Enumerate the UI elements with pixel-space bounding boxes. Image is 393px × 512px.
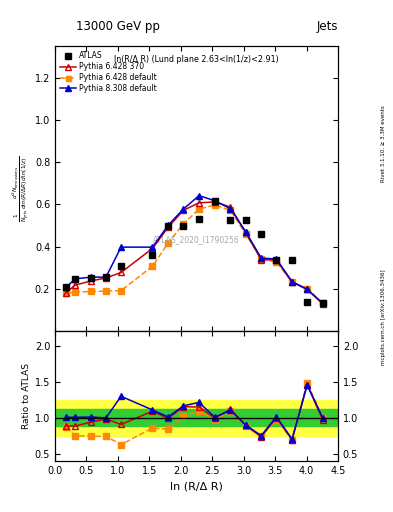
Pythia 6.428 default [196, 206, 201, 212]
Pythia 6.428 default [119, 288, 123, 294]
Pythia 6.428 370 [290, 279, 294, 285]
Pythia 6.428 370 [196, 200, 201, 206]
Pythia 6.428 default [212, 202, 217, 208]
Pythia 8.308 default [212, 198, 217, 204]
Pythia 6.428 default [88, 288, 93, 294]
Pythia 8.308 default [259, 255, 264, 261]
ATLAS [119, 263, 123, 269]
Y-axis label: $\frac{1}{N_{\rm jets}}\frac{d^2 N_{\rm emissions}}{d\ln(R/\Delta R)\,d\ln(1/z)}: $\frac{1}{N_{\rm jets}}\frac{d^2 N_{\rm … [10, 156, 31, 222]
Pythia 8.308 default [73, 276, 77, 282]
Pythia 6.428 370 [305, 286, 310, 292]
Legend: ATLAS, Pythia 6.428 370, Pythia 6.428 default, Pythia 8.308 default: ATLAS, Pythia 6.428 370, Pythia 6.428 de… [59, 50, 158, 95]
ATLAS [305, 300, 310, 306]
Pythia 6.428 370 [166, 224, 171, 230]
Pythia 6.428 default [259, 256, 264, 262]
Line: Pythia 6.428 default: Pythia 6.428 default [64, 202, 326, 306]
Pythia 8.308 default [181, 206, 185, 212]
Pythia 8.308 default [64, 284, 69, 290]
Pythia 6.428 370 [212, 199, 217, 205]
Pythia 6.428 370 [88, 278, 93, 284]
ATLAS [73, 276, 77, 282]
ATLAS [88, 274, 93, 281]
Pythia 8.308 default [166, 222, 171, 228]
Pythia 8.308 default [104, 274, 108, 280]
ATLAS [212, 198, 217, 204]
Text: 13000 GeV pp: 13000 GeV pp [76, 20, 160, 33]
Pythia 8.308 default [243, 228, 248, 234]
Pythia 8.308 default [150, 244, 155, 250]
Pythia 6.428 default [274, 259, 279, 265]
Pythia 6.428 370 [64, 289, 69, 295]
Pythia 6.428 default [243, 230, 248, 237]
Pythia 6.428 default [150, 263, 155, 269]
Pythia 6.428 370 [181, 207, 185, 214]
Pythia 8.308 default [305, 286, 310, 292]
ATLAS [196, 216, 201, 222]
Pythia 8.308 default [88, 274, 93, 280]
Pythia 6.428 370 [321, 301, 325, 307]
Pythia 6.428 370 [274, 257, 279, 263]
Line: Pythia 8.308 default: Pythia 8.308 default [63, 193, 326, 307]
Pythia 6.428 370 [119, 269, 123, 275]
Pythia 6.428 default [290, 279, 294, 285]
Pythia 8.308 default [274, 256, 279, 262]
Pythia 6.428 370 [228, 204, 233, 210]
ATLAS [166, 223, 171, 229]
ATLAS [181, 223, 185, 229]
Pythia 8.308 default [290, 279, 294, 285]
ATLAS [290, 258, 294, 264]
Pythia 6.428 370 [150, 245, 155, 251]
Text: Jets: Jets [316, 20, 338, 33]
Pythia 6.428 default [321, 300, 325, 306]
ATLAS [150, 252, 155, 258]
Pythia 6.428 default [104, 288, 108, 294]
Pythia 6.428 default [166, 240, 171, 246]
Text: mcplots.cern.ch [arXiv:1306.3436]: mcplots.cern.ch [arXiv:1306.3436] [381, 270, 386, 365]
X-axis label: ln (R/Δ R): ln (R/Δ R) [170, 481, 223, 491]
Text: ATLAS_2020_I1790256: ATLAS_2020_I1790256 [153, 236, 240, 244]
Pythia 8.308 default [321, 300, 325, 306]
Pythia 8.308 default [119, 244, 123, 250]
Line: Pythia 6.428 370: Pythia 6.428 370 [63, 199, 326, 307]
Pythia 6.428 370 [259, 257, 264, 263]
Pythia 6.428 default [181, 221, 185, 227]
ATLAS [243, 217, 248, 223]
ATLAS [321, 300, 325, 306]
Pythia 6.428 default [305, 286, 310, 292]
ATLAS [228, 217, 233, 223]
Pythia 8.308 default [228, 206, 233, 212]
ATLAS [259, 231, 264, 237]
Pythia 6.428 default [228, 207, 233, 214]
Pythia 6.428 default [64, 290, 69, 296]
Text: ln(R/Δ R) (Lund plane 2.63<ln(1/z)<2.91): ln(R/Δ R) (Lund plane 2.63<ln(1/z)<2.91) [114, 55, 279, 63]
Line: ATLAS: ATLAS [63, 198, 326, 306]
ATLAS [104, 274, 108, 280]
Pythia 6.428 370 [243, 229, 248, 236]
Pythia 6.428 default [73, 289, 77, 295]
Pythia 6.428 370 [73, 282, 77, 288]
Y-axis label: Ratio to ATLAS: Ratio to ATLAS [22, 363, 31, 429]
Pythia 6.428 370 [104, 275, 108, 281]
Text: Rivet 3.1.10, ≥ 3.3M events: Rivet 3.1.10, ≥ 3.3M events [381, 105, 386, 182]
Pythia 8.308 default [196, 193, 201, 199]
ATLAS [64, 284, 69, 290]
ATLAS [274, 257, 279, 263]
